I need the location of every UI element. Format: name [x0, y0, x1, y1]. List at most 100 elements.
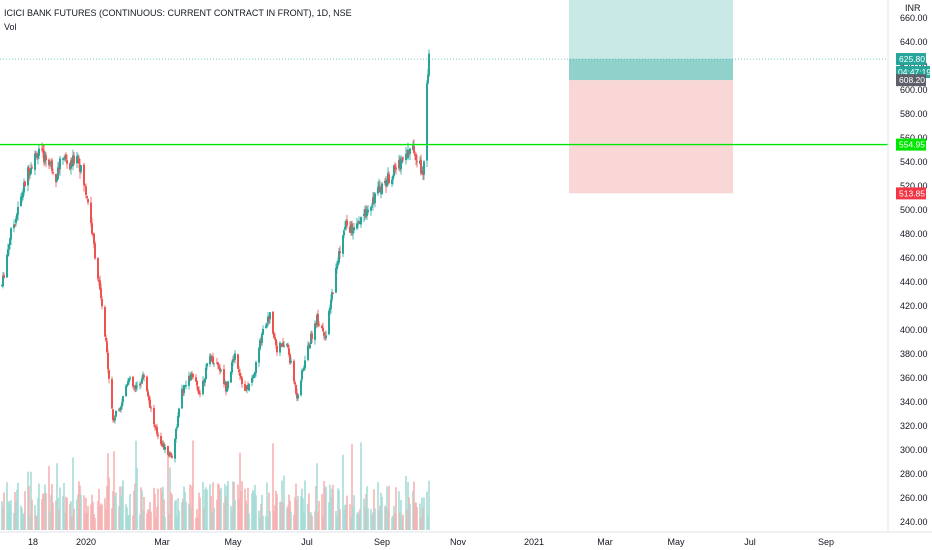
volume-bar	[295, 483, 297, 530]
price-levels	[0, 58, 888, 146]
candle-body	[415, 154, 417, 161]
volume-bar	[370, 509, 372, 530]
volume-bar	[367, 508, 369, 530]
volume-bar	[69, 503, 71, 530]
candle-body	[251, 378, 253, 383]
volume-bar	[170, 492, 172, 530]
candle-body	[231, 362, 233, 373]
candle-body	[428, 53, 430, 76]
candle-body	[223, 369, 225, 384]
candle-body	[282, 342, 284, 347]
volume-bar	[52, 502, 54, 530]
volume-bar	[393, 505, 395, 530]
volume-bar	[190, 508, 192, 530]
volume-bar	[223, 502, 225, 530]
volume-bar	[283, 475, 285, 530]
candle-body	[99, 280, 101, 290]
volume-bar	[335, 511, 337, 530]
candle-body	[234, 353, 236, 360]
volume-bar	[107, 453, 109, 530]
candle-body	[45, 155, 47, 161]
volume-bar	[122, 480, 124, 530]
volume-bar	[394, 513, 396, 530]
volume-bar	[28, 485, 30, 530]
candle-body	[225, 381, 227, 392]
volume-bar	[160, 487, 162, 530]
volume-bar	[106, 486, 108, 530]
candle-body	[175, 428, 177, 440]
candle-body	[335, 268, 337, 293]
volume-bar	[380, 492, 382, 530]
candle-body	[127, 381, 129, 385]
candle-body	[400, 160, 402, 170]
candle-body	[85, 186, 87, 195]
volume-bar	[398, 491, 400, 530]
candle-body	[34, 153, 36, 170]
currency-label: INR	[905, 3, 921, 13]
volume-bar	[316, 463, 318, 530]
volume-bar	[36, 516, 38, 530]
candle-body	[413, 146, 415, 153]
volume-bar	[153, 487, 155, 530]
candle-body	[307, 345, 309, 360]
volume-bar	[413, 481, 415, 530]
volume-bar	[197, 517, 199, 530]
volume-bar	[16, 489, 18, 530]
volume-bar	[237, 484, 239, 530]
x-tick-label: Mar	[597, 537, 613, 547]
volume-legend-label[interactable]: Vol	[4, 22, 17, 32]
volume-bar	[188, 503, 190, 530]
volume-bar	[225, 495, 227, 530]
volume-bar	[115, 492, 117, 530]
volume-bar	[15, 501, 17, 530]
volume-bar	[262, 515, 264, 530]
candle-body	[360, 217, 362, 225]
volume-bar	[346, 495, 348, 530]
volume-bar	[20, 505, 22, 530]
candle-body	[190, 373, 192, 381]
candle-body	[156, 427, 158, 434]
volume-bar	[399, 512, 401, 530]
volume-bar	[86, 512, 88, 530]
volume-bar	[35, 515, 37, 530]
volume-bar	[381, 496, 383, 530]
volume-bar	[94, 517, 96, 530]
candle-body	[330, 299, 332, 309]
candle-body	[94, 243, 96, 259]
candle-body	[105, 337, 107, 341]
volume-bar	[307, 503, 309, 530]
volume-bar	[423, 497, 425, 530]
volume-bar	[233, 481, 235, 530]
volume-bar	[65, 496, 67, 530]
candle-body	[323, 331, 325, 336]
candle-body	[237, 354, 239, 369]
volume-bar	[134, 483, 136, 530]
volume-bar	[308, 493, 310, 530]
candle-body	[206, 363, 208, 367]
volume-bar	[310, 512, 312, 530]
volume-bar	[274, 504, 276, 530]
candle-body	[202, 380, 204, 394]
candle-body	[227, 381, 229, 389]
y-tick-label: 280.00	[900, 469, 928, 479]
volume-bar	[63, 483, 65, 530]
volume-bar	[296, 500, 298, 530]
volume-bar	[133, 490, 135, 530]
symbol-title[interactable]: ICICI BANK FUTURES (CONTINUOUS: CURRENT …	[4, 8, 352, 18]
volume-bar	[321, 493, 323, 530]
volume-bar	[175, 499, 177, 530]
chart-legend: ICICI BANK FUTURES (CONTINUOUS: CURRENT …	[4, 6, 352, 34]
volume-bar	[343, 510, 345, 530]
volume-bar	[365, 494, 367, 530]
volume-bar	[317, 512, 319, 530]
volume-bar	[210, 495, 212, 530]
volume-bar	[395, 487, 397, 530]
candle-body	[183, 385, 185, 394]
volume-bar	[178, 510, 180, 530]
y-tick-label: 420.00	[900, 301, 928, 311]
volume-bar	[205, 487, 207, 530]
candle-body	[401, 159, 403, 163]
candle-body	[3, 275, 5, 278]
volume-bar	[143, 496, 145, 530]
